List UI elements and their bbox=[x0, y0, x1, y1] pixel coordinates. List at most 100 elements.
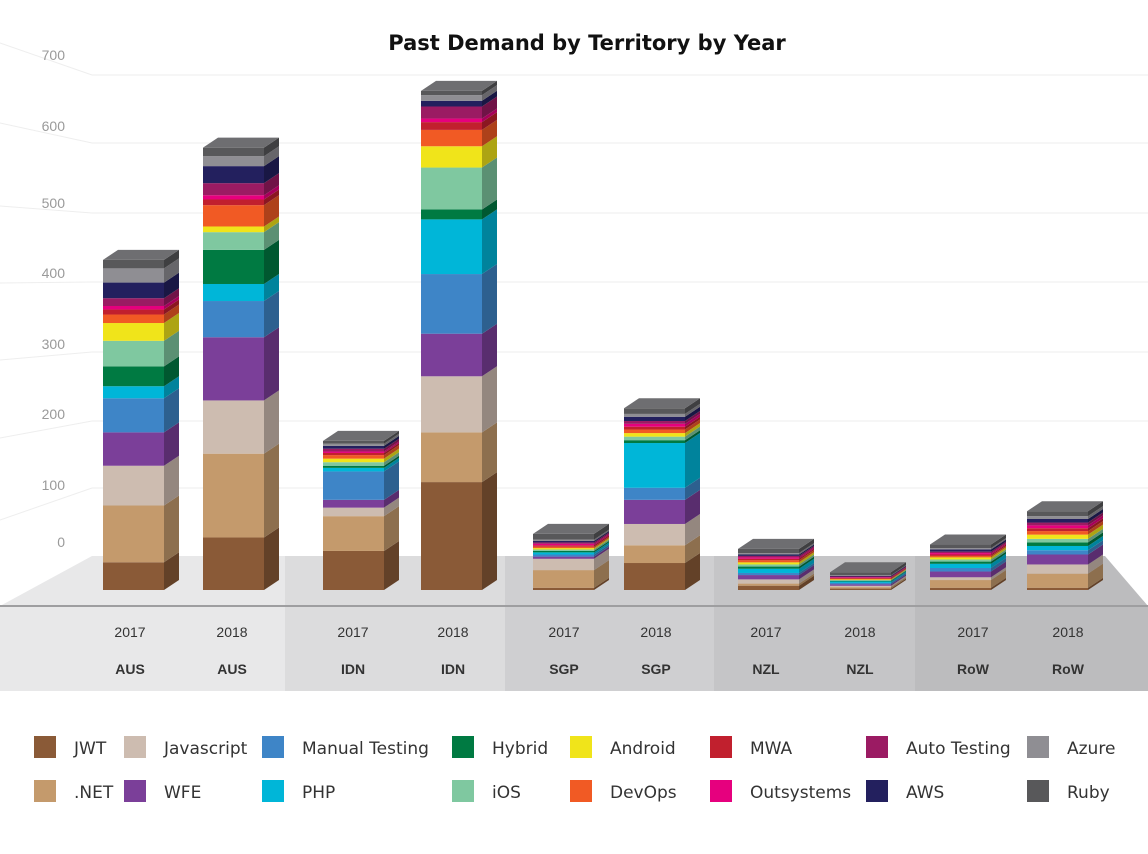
legend-label: MWA bbox=[750, 739, 793, 759]
bar-top bbox=[624, 398, 700, 409]
y-tick-label: 0 bbox=[57, 534, 65, 550]
bar-segment-side bbox=[685, 535, 700, 564]
bar-segment-side bbox=[1088, 512, 1103, 526]
bar-segment-side bbox=[164, 376, 179, 399]
bar-segment bbox=[830, 582, 891, 585]
bar-segment-side bbox=[799, 545, 814, 558]
legend-swatch bbox=[710, 736, 732, 758]
bar-segment-side bbox=[685, 489, 700, 524]
bar-segment-side bbox=[164, 313, 179, 341]
bar-segment-side bbox=[384, 506, 399, 551]
bar-segment-side bbox=[482, 323, 497, 377]
bar-segment-side bbox=[1088, 501, 1103, 517]
bar-segment bbox=[624, 436, 685, 441]
bar-top bbox=[930, 534, 1006, 545]
bar-segment-side bbox=[685, 411, 700, 424]
bar-segment bbox=[738, 583, 799, 586]
bar-segment-side bbox=[482, 85, 497, 101]
bar-top bbox=[1027, 501, 1103, 512]
legend-swatch bbox=[570, 736, 592, 758]
y-tick-label: 200 bbox=[42, 406, 66, 422]
bar-segment bbox=[323, 499, 384, 508]
bar-segment-side bbox=[1088, 509, 1103, 523]
bar-segment-side bbox=[482, 119, 497, 147]
bar-segment-side bbox=[991, 561, 1006, 578]
bar-segment-side bbox=[991, 538, 1006, 550]
bar-segment bbox=[738, 566, 799, 569]
bar-segment-side bbox=[685, 419, 700, 434]
bar-segment-side bbox=[164, 495, 179, 563]
bar-segment bbox=[421, 122, 482, 130]
bar-segment bbox=[930, 551, 991, 554]
bar-segment bbox=[1027, 531, 1088, 535]
legend-swatch bbox=[124, 736, 146, 758]
bar-segment bbox=[103, 323, 164, 341]
bar-segment-side bbox=[1088, 554, 1103, 574]
bar-segment bbox=[421, 95, 482, 101]
bar-segment bbox=[533, 570, 594, 588]
bar-segment bbox=[738, 579, 799, 584]
bar-segment-side bbox=[891, 568, 906, 580]
bar-segment-side bbox=[891, 566, 906, 578]
legend-label: Hybrid bbox=[492, 739, 548, 759]
bar-segment bbox=[421, 482, 482, 590]
bar-segment-side bbox=[685, 430, 700, 444]
bar-segment-side bbox=[384, 455, 399, 468]
x-year-label: 2017 bbox=[114, 624, 145, 640]
bar-segment-side bbox=[264, 156, 279, 184]
bar-segment bbox=[323, 462, 384, 466]
bar-segment bbox=[930, 561, 991, 564]
bar-segment-side bbox=[685, 513, 700, 546]
bar-segment bbox=[1027, 538, 1088, 543]
bar-segment-side bbox=[1088, 524, 1103, 539]
bar-segment-side bbox=[384, 457, 399, 472]
bar-segment-side bbox=[991, 551, 1006, 564]
legend-swatch bbox=[262, 736, 284, 758]
bar-segment-side bbox=[799, 547, 814, 559]
bar-stack bbox=[421, 80, 497, 590]
bar-segment-side bbox=[384, 441, 399, 453]
bar-segment-side bbox=[991, 570, 1006, 588]
legend-item: Azure bbox=[1027, 736, 1115, 759]
bar-segment bbox=[624, 429, 685, 434]
bar-segment bbox=[930, 548, 991, 550]
x-territory-label: NZL bbox=[846, 661, 874, 677]
bar-segment-side bbox=[1088, 563, 1103, 588]
bar-segment bbox=[624, 545, 685, 564]
bar-segment-side bbox=[384, 438, 399, 452]
bar-segment-side bbox=[685, 423, 700, 437]
bar-segment-side bbox=[594, 546, 609, 559]
bar-segment-side bbox=[264, 443, 279, 538]
bar-segment bbox=[323, 445, 384, 449]
bar-segment bbox=[323, 443, 384, 446]
bar-segment-side bbox=[891, 574, 906, 586]
bar-segment bbox=[1027, 545, 1088, 551]
bar-segment bbox=[738, 557, 799, 559]
legend-item: PHP bbox=[262, 780, 335, 803]
bar-segment bbox=[421, 100, 482, 107]
bar-segment bbox=[624, 499, 685, 524]
bar-segment-side bbox=[482, 108, 497, 123]
bar-segment-side bbox=[264, 185, 279, 200]
bar-segment bbox=[103, 314, 164, 324]
bar-top bbox=[830, 562, 906, 573]
bar-segment-side bbox=[264, 216, 279, 233]
bar-segment-side bbox=[991, 544, 1006, 556]
bar-segment-side bbox=[991, 567, 1006, 581]
bar-segment bbox=[103, 306, 164, 310]
bar-segment-side bbox=[685, 433, 700, 488]
bar-segment-side bbox=[164, 299, 179, 315]
bar-segment-side bbox=[799, 569, 814, 584]
bar-segment-side bbox=[991, 545, 1006, 558]
bar-segment bbox=[203, 301, 264, 338]
bar-segment bbox=[323, 550, 384, 590]
x-territory-label: RoW bbox=[957, 661, 990, 677]
bar-segment-side bbox=[891, 575, 906, 588]
bar-segment-side bbox=[685, 406, 700, 422]
bar-segment-side bbox=[685, 426, 700, 441]
bar-segment bbox=[103, 432, 164, 466]
x-year-label: 2018 bbox=[437, 624, 468, 640]
x-year-label: 2017 bbox=[957, 624, 988, 640]
bar-segment-side bbox=[264, 327, 279, 401]
